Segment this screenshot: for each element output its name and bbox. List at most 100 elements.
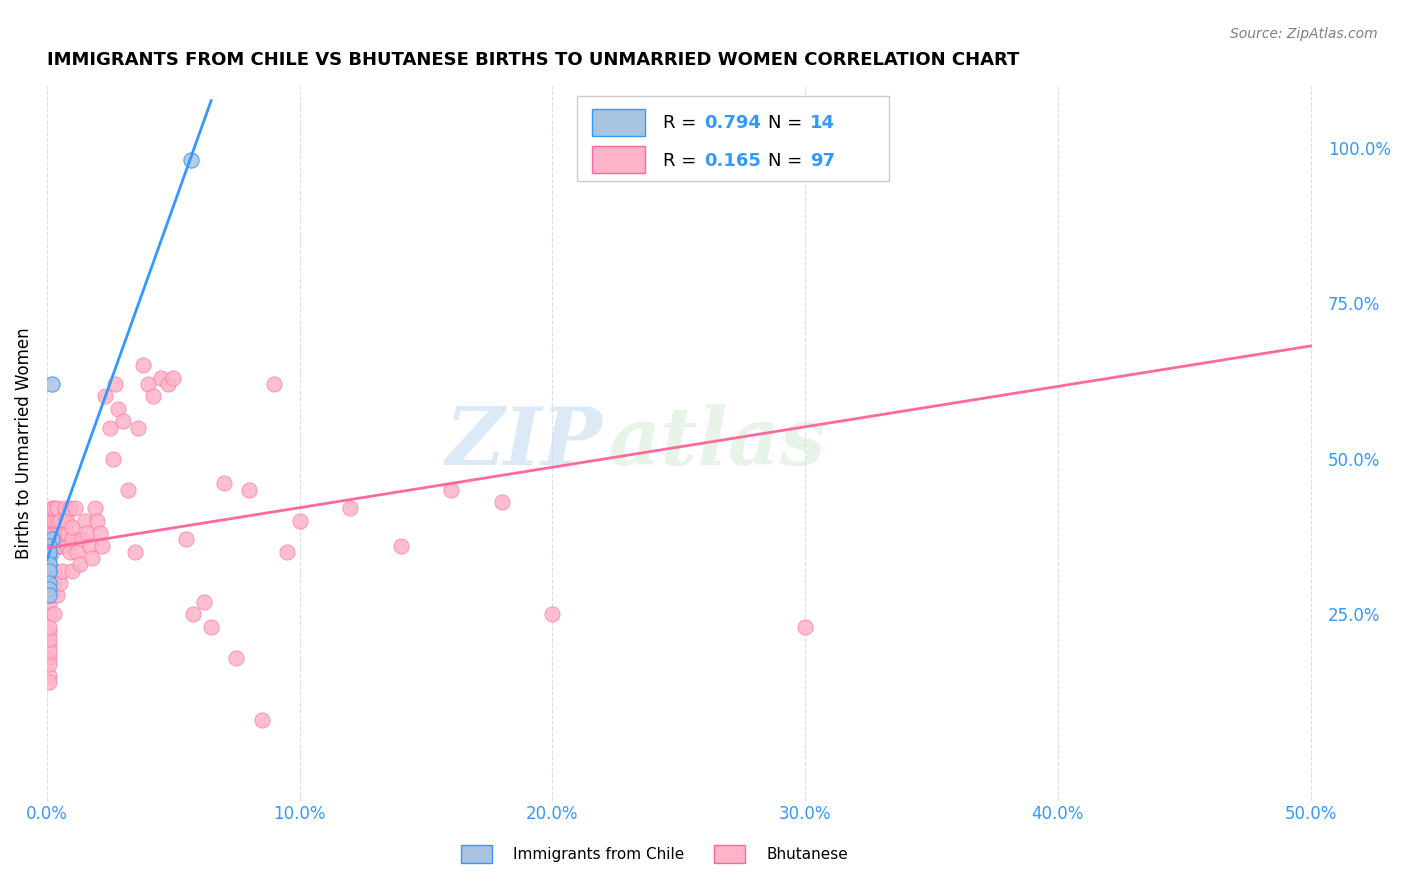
Point	[38, 594, 60, 608]
Text: N =: N =	[768, 152, 808, 169]
Point	[44, 607, 66, 621]
Point	[46, 539, 69, 553]
Point	[41, 376, 63, 391]
Point	[44, 526, 66, 541]
Text: Bhutanese: Bhutanese	[766, 847, 848, 862]
Text: Immigrants from Chile: Immigrants from Chile	[513, 847, 685, 862]
Point	[53, 501, 76, 516]
Point	[91, 539, 114, 553]
FancyBboxPatch shape	[592, 109, 645, 136]
Point	[41, 514, 63, 528]
Point	[56, 526, 79, 541]
Text: R =: R =	[664, 114, 703, 132]
Point	[44, 501, 66, 516]
Point	[107, 401, 129, 416]
Point	[60, 533, 83, 547]
Point	[46, 501, 69, 516]
Point	[38, 625, 60, 640]
Point	[60, 564, 83, 578]
Point	[142, 389, 165, 403]
Point	[38, 570, 60, 584]
Point	[127, 420, 149, 434]
Point	[38, 589, 60, 603]
Point	[38, 539, 60, 553]
Point	[38, 607, 60, 621]
Point	[339, 501, 361, 516]
Point	[51, 526, 73, 541]
Point	[157, 376, 180, 391]
Point	[124, 545, 146, 559]
Point	[276, 545, 298, 559]
Point	[79, 539, 101, 553]
Point	[41, 589, 63, 603]
Point	[56, 539, 79, 553]
Point	[38, 564, 60, 578]
Point	[38, 582, 60, 597]
Point	[53, 514, 76, 528]
Point	[46, 526, 69, 541]
Point	[117, 483, 139, 497]
Text: ZIP: ZIP	[446, 404, 602, 482]
Point	[263, 376, 285, 391]
Point	[41, 501, 63, 516]
Point	[38, 632, 60, 646]
Point	[59, 501, 82, 516]
Point	[48, 526, 70, 541]
Point	[250, 713, 273, 727]
Point	[101, 451, 124, 466]
Point	[44, 514, 66, 528]
Text: atlas: atlas	[609, 404, 825, 482]
Point	[51, 539, 73, 553]
Point	[38, 576, 60, 591]
Point	[38, 669, 60, 683]
Point	[89, 526, 111, 541]
Point	[38, 564, 60, 578]
Point	[48, 576, 70, 591]
Point	[38, 582, 60, 597]
Point	[225, 650, 247, 665]
Point	[193, 594, 215, 608]
Point	[38, 545, 60, 559]
Point	[38, 657, 60, 671]
Point	[51, 564, 73, 578]
Text: 14: 14	[810, 114, 835, 132]
Point	[41, 526, 63, 541]
Point	[46, 514, 69, 528]
Point	[238, 483, 260, 497]
Text: N =: N =	[768, 114, 808, 132]
Point	[38, 675, 60, 690]
Point	[82, 551, 104, 566]
Point	[44, 564, 66, 578]
Point	[180, 153, 202, 168]
Point	[38, 558, 60, 572]
Y-axis label: Births to Unmarried Women: Births to Unmarried Women	[15, 327, 32, 559]
Point	[38, 644, 60, 658]
Point	[98, 420, 121, 434]
Point	[162, 371, 184, 385]
Point	[212, 476, 235, 491]
Point	[794, 619, 817, 633]
Point	[48, 539, 70, 553]
Point	[38, 650, 60, 665]
Point	[48, 514, 70, 528]
Point	[38, 551, 60, 566]
Point	[149, 371, 172, 385]
Point	[56, 514, 79, 528]
Point	[104, 376, 127, 391]
Point	[136, 376, 159, 391]
Point	[41, 576, 63, 591]
Point	[183, 607, 205, 621]
Point	[174, 533, 197, 547]
Text: 0.794: 0.794	[704, 114, 761, 132]
Point	[389, 539, 412, 553]
Point	[132, 359, 155, 373]
Point	[541, 607, 564, 621]
Point	[72, 533, 94, 547]
Point	[38, 576, 60, 591]
Point	[60, 520, 83, 534]
Point	[86, 514, 108, 528]
Point	[41, 533, 63, 547]
Point	[46, 589, 69, 603]
Point	[69, 558, 91, 572]
Point	[491, 495, 513, 509]
